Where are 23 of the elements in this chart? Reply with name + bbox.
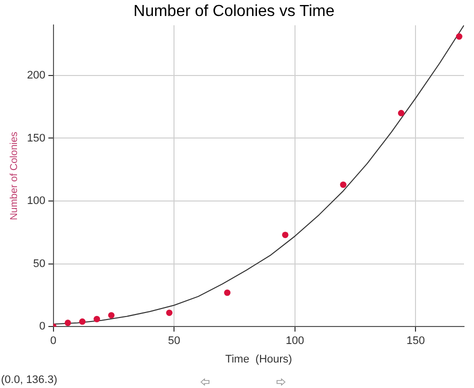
point	[94, 316, 100, 322]
point	[282, 232, 288, 238]
point	[456, 33, 462, 40]
y-tick-label: 50	[33, 258, 46, 270]
point	[166, 310, 172, 316]
point	[108, 312, 115, 318]
point	[64, 320, 72, 326]
chart-title: Number of Colonies vs Time	[134, 3, 335, 20]
y-axis-title: Number of Colonies	[8, 132, 20, 220]
x-tick-label: 150	[406, 335, 425, 348]
point	[340, 181, 346, 188]
point	[224, 289, 230, 296]
text: (0.0, 136.3)	[1, 374, 58, 386]
x-tick-label: 50	[168, 335, 180, 348]
x-axis-title: Time (Hours)	[225, 353, 292, 366]
x-tick-label: 100	[286, 335, 304, 348]
x-tick-label: 0	[50, 335, 56, 348]
point	[79, 318, 86, 325]
y-tick-label: 0	[39, 320, 46, 333]
y-tick-label: 200	[26, 69, 46, 82]
y-tick-label: 150	[26, 132, 46, 144]
y-tick-label: 100	[26, 195, 46, 208]
point	[398, 110, 404, 116]
